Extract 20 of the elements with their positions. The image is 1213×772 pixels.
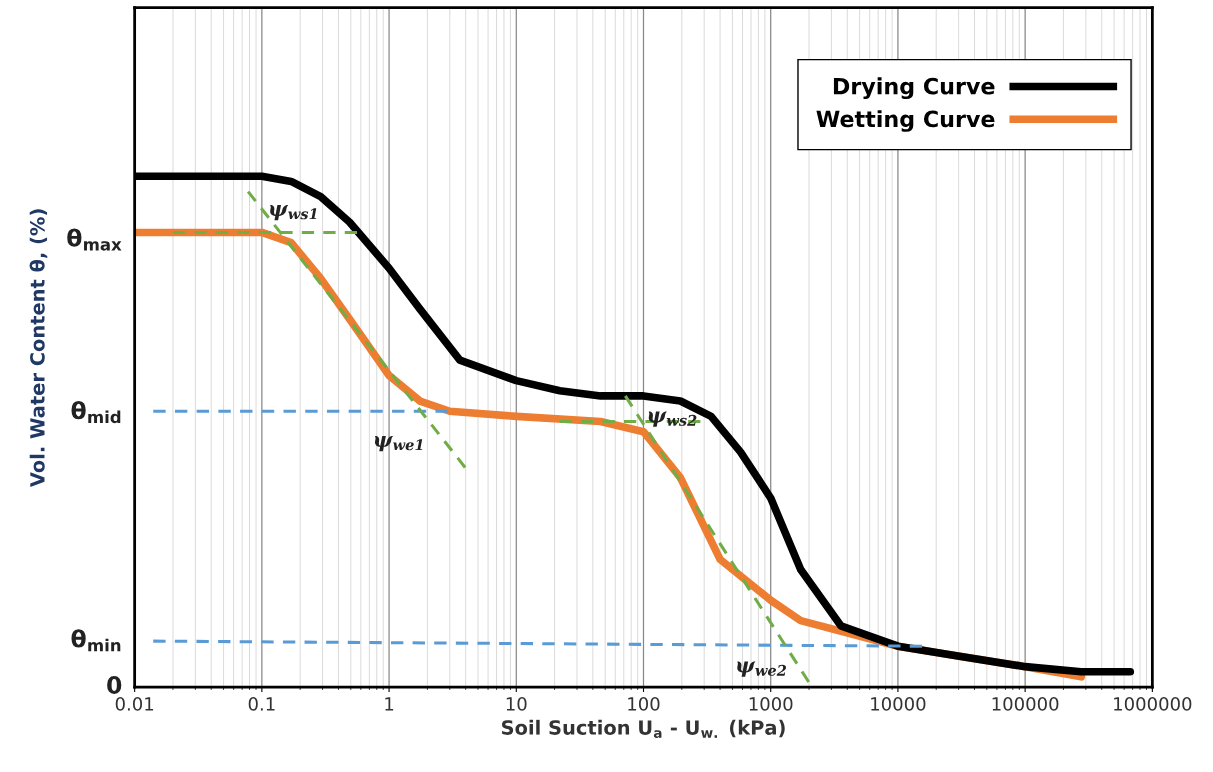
x-tick-label: 100 (628, 697, 660, 711)
x-tick-label: 10 (506, 697, 527, 711)
x-tick-label: 0.1 (248, 697, 275, 711)
x-tick-label: 1000000 (1114, 697, 1192, 711)
text: θ$_{mid}$ (71, 400, 121, 424)
text: 0 (107, 676, 122, 694)
annotation: ψ$_{ws1}$ (270, 205, 317, 221)
annotation: ψ$_{we1}$ (374, 436, 423, 452)
text: θ$_{min}$ (71, 629, 121, 652)
x-tick-label: 100000 (992, 697, 1059, 711)
legend-label: Drying Curve (833, 77, 995, 100)
x-tick-label: 1000 (749, 697, 793, 711)
text: θ$_{max}$ (67, 228, 122, 251)
legend-label: Wetting Curve (816, 110, 995, 132)
x-axis-title: Soil Suction U$_{a}$ - U$_{w.}$ (kPa) (501, 719, 785, 738)
x-tick-label: 10000 (871, 697, 926, 711)
annotation: ψ$_{we2}$ (737, 661, 787, 677)
x-tick-label: 1 (385, 697, 394, 711)
x-tick-label: 0.01 (115, 697, 154, 711)
y-axis-title: Vol. Water Content θ, (%) (29, 209, 48, 488)
